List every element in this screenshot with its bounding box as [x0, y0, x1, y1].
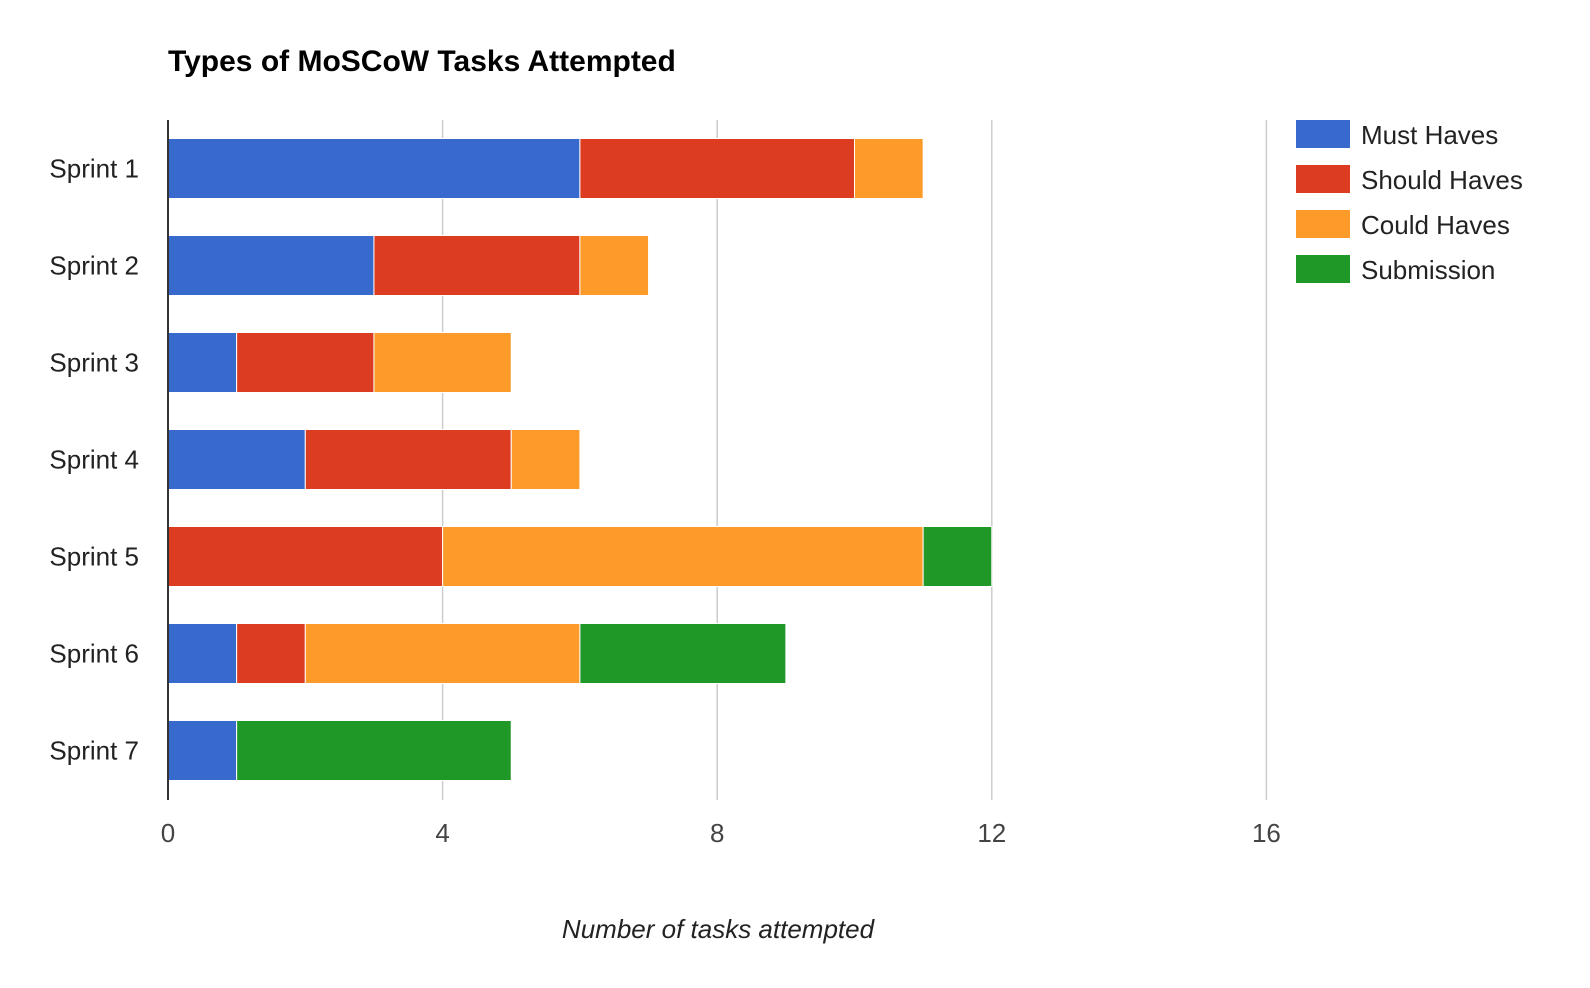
bar-segment — [579, 138, 856, 199]
legend-swatch — [1296, 165, 1350, 193]
bar-segment — [442, 526, 924, 587]
bar-segment — [510, 429, 581, 490]
legend-label: Could Haves — [1361, 210, 1510, 240]
bar-segment — [922, 526, 993, 587]
x-tick-label: 8 — [710, 818, 724, 848]
bar-segment — [373, 332, 512, 393]
legend: Must Haves Should Haves Could Haves Submiss… — [1296, 120, 1523, 285]
bar-segment — [236, 720, 512, 781]
y-category-label: Sprint 4 — [49, 445, 139, 475]
bar-segment — [167, 332, 238, 393]
bar-segment — [579, 235, 650, 296]
bar-segment — [373, 235, 581, 296]
bar-segment — [236, 623, 306, 684]
x-tick-label: 16 — [1252, 818, 1281, 848]
bars — [167, 138, 993, 781]
bar-segment — [167, 526, 444, 587]
legend-label: Submission — [1361, 255, 1495, 285]
axes: 0 4 8 12 16 Sprint 1 Sprint 2 Sprint 3 Sprint 4 S… — [49, 120, 1281, 848]
bar-segment — [236, 332, 375, 393]
legend-label: Should Haves — [1361, 165, 1523, 195]
x-tick-label: 4 — [435, 818, 449, 848]
y-category-label: Sprint 3 — [49, 348, 139, 378]
bar-segment — [579, 623, 787, 684]
y-category-label: Sprint 5 — [49, 542, 139, 572]
bar-segment — [167, 138, 581, 199]
bar-segment — [167, 720, 238, 781]
y-category-label: Sprint 6 — [49, 639, 139, 669]
legend-swatch — [1296, 210, 1350, 238]
y-category-label: Sprint 2 — [49, 251, 139, 281]
bar-segment — [854, 138, 924, 199]
legend-label: Must Haves — [1361, 120, 1498, 150]
bar-segment — [304, 429, 512, 490]
x-tick-label: 0 — [161, 818, 175, 848]
x-axis-label: Number of tasks attempted — [562, 914, 876, 944]
bar-segment — [304, 623, 581, 684]
bar-segment — [167, 429, 306, 490]
bar-segment — [167, 235, 375, 296]
chart-title: Types of MoSCoW Tasks Attempted — [168, 45, 676, 78]
y-category-label: Sprint 7 — [49, 736, 139, 766]
legend-swatch — [1296, 255, 1350, 283]
x-tick-label: 12 — [977, 818, 1006, 848]
bar-segment — [167, 623, 238, 684]
legend-swatch — [1296, 120, 1350, 148]
y-category-label: Sprint 1 — [49, 154, 139, 184]
